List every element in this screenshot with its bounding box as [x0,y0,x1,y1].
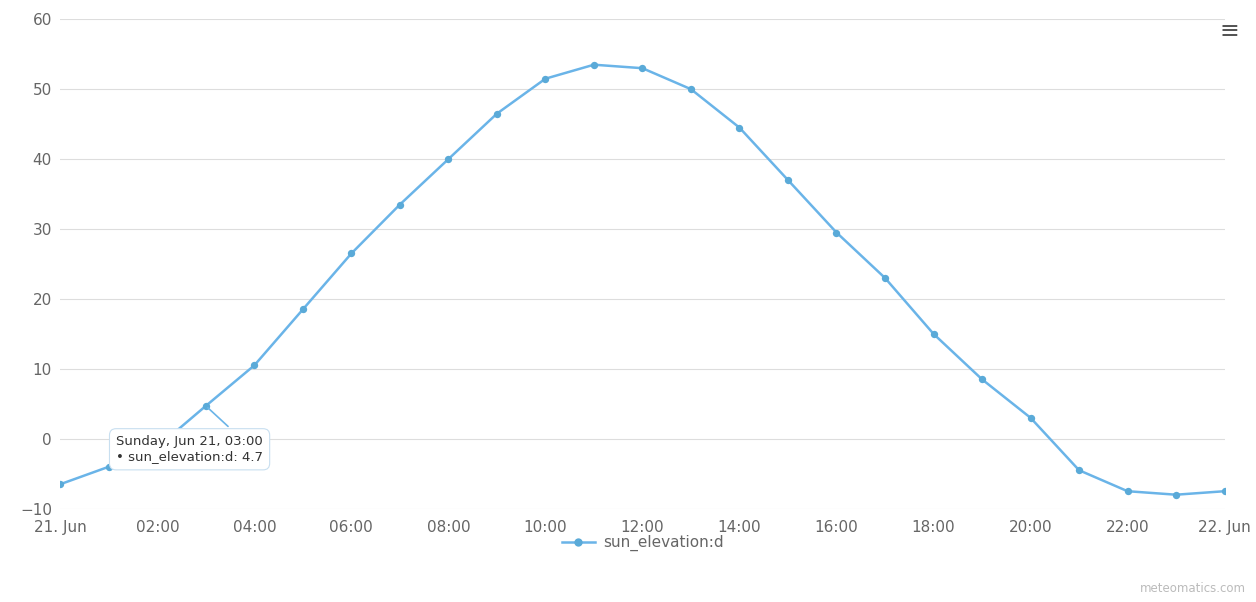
Text: meteomatics.com: meteomatics.com [1140,582,1246,595]
Legend: sun_elevation:d: sun_elevation:d [555,529,730,557]
Point [1166,490,1186,500]
Point [1020,413,1040,423]
Point [147,442,167,452]
Point [875,273,896,283]
Point [826,228,847,237]
Point [535,74,555,84]
Point [487,109,507,119]
Point [1215,486,1235,496]
Point [99,462,119,471]
Point [293,305,313,314]
Text: ≡: ≡ [1220,19,1240,43]
Point [972,374,992,384]
Point [244,361,264,370]
Point [438,154,458,164]
Point [584,60,604,69]
Text: Sunday, Jun 21, 03:00
• sun_elevation:d: 4.7: Sunday, Jun 21, 03:00 • sun_elevation:d:… [116,435,263,464]
Point [632,63,653,73]
Point [681,84,701,94]
Point [777,175,798,185]
Point [923,329,943,339]
Point [196,401,216,411]
Point [1069,465,1089,475]
Point [389,200,409,209]
Point [342,249,362,258]
Point [1118,486,1138,496]
Point [730,123,750,132]
Point [50,479,70,489]
